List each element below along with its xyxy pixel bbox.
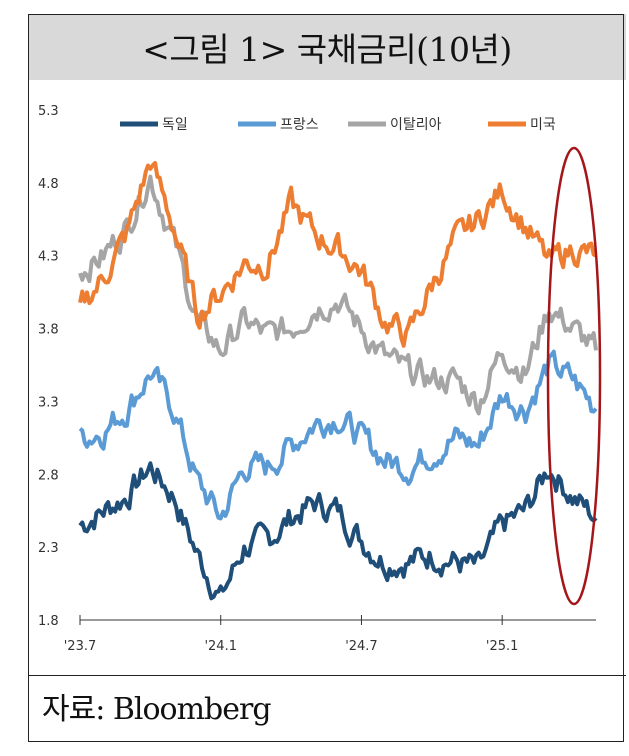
legend-label: 프랑스 [280, 117, 319, 133]
series-line-0 [78, 461, 598, 601]
y-tick-label: 4.3 [38, 250, 59, 265]
title-bar: <그림 1> 국채금리(10년) [28, 14, 626, 80]
legend-label: 독일 [162, 117, 188, 133]
footer-divider [28, 675, 626, 676]
y-tick-label: 2.8 [38, 468, 59, 483]
x-tick-label: '25.1 [486, 639, 519, 654]
x-tick-label: '23.7 [64, 639, 97, 654]
source-note: 자료: Bloomberg [42, 692, 272, 727]
legend-label: 이탈리아 [390, 117, 442, 133]
x-tick-label: '24.1 [204, 639, 237, 654]
y-tick-label: 3.8 [38, 323, 59, 338]
line-chart: 5.3 4.8 4.3 3.8 3.3 2.8 2.3 1.8 '23.7 '24.1 '24.7 '… [38, 104, 602, 654]
series-line-3 [78, 161, 597, 348]
y-tick-label: 5.3 [38, 104, 59, 119]
highlight-ellipse [546, 146, 602, 606]
series-line-1 [78, 349, 598, 521]
legend-label: 미국 [530, 117, 556, 133]
series-line-2 [78, 174, 598, 416]
y-tick-label: 4.8 [38, 177, 59, 192]
x-tick-label: '24.7 [345, 639, 378, 654]
y-tick-label: 3.3 [38, 395, 59, 410]
y-tick-label: 1.8 [38, 614, 59, 629]
chart-title: <그림 1> 국채금리(10년) [142, 30, 512, 69]
y-tick-label: 2.3 [38, 541, 59, 556]
